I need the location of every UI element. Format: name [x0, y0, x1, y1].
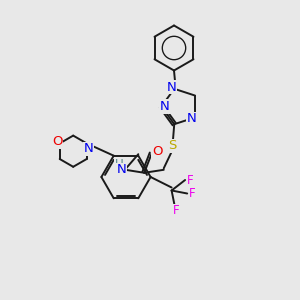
Text: S: S: [169, 139, 177, 152]
Text: N: N: [187, 112, 196, 125]
Text: N: N: [83, 142, 93, 155]
Text: N: N: [117, 163, 127, 176]
Text: F: F: [189, 187, 196, 200]
Text: N: N: [160, 100, 170, 113]
Text: F: F: [187, 173, 194, 187]
Text: N: N: [167, 81, 177, 94]
Text: H: H: [114, 158, 123, 171]
Text: O: O: [152, 145, 162, 158]
Text: F: F: [173, 204, 179, 218]
Text: O: O: [52, 135, 62, 148]
